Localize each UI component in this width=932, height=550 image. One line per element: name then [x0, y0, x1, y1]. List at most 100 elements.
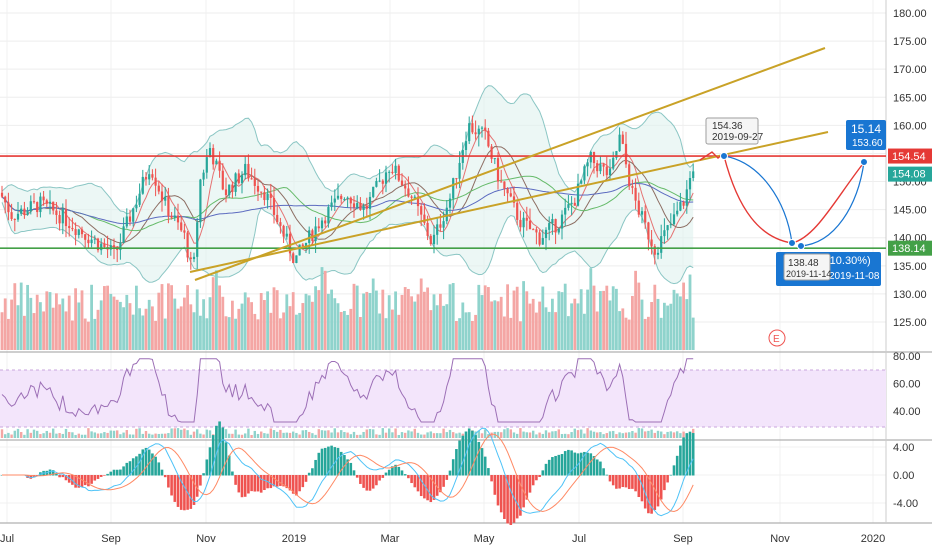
volume-bar: [231, 301, 234, 350]
volume-bar: [605, 286, 608, 350]
rsi-volume-bar: [87, 428, 89, 438]
volume-bar: [183, 298, 186, 350]
candle-body: [100, 244, 102, 251]
candle-body: [46, 200, 48, 203]
volume-bar: [337, 303, 340, 350]
rsi-volume-bar: [590, 430, 592, 438]
rsi-axis[interactable]: 80.00 60.00 40.00: [893, 351, 921, 418]
volume-bar: [298, 313, 301, 350]
candle-body: [78, 229, 80, 235]
candle-body: [503, 181, 505, 188]
volume-bar: [509, 318, 512, 350]
macd-histogram-bar: [94, 475, 97, 481]
candle-body: [535, 229, 537, 232]
volume-bar: [135, 286, 138, 350]
candle-body: [196, 222, 198, 257]
macd-histogram-bar: [103, 475, 106, 476]
rsi-volume-bar: [234, 430, 236, 438]
volume-bar: [385, 318, 388, 350]
volume-bar: [602, 291, 605, 350]
volume-bar: [557, 291, 560, 350]
projection-start-point[interactable]: [721, 153, 728, 160]
candle-body: [382, 181, 384, 184]
macd-histogram-bar: [385, 473, 388, 476]
macd-histogram-bar: [535, 475, 538, 480]
volume-bar: [615, 289, 618, 350]
candle-body: [20, 209, 22, 214]
rsi-volume-bar: [356, 435, 358, 438]
rsi-tick-label: 40.00: [893, 406, 921, 418]
candle-body: [452, 178, 454, 198]
projection-low-point[interactable]: [789, 240, 796, 247]
macd-histogram-bar: [487, 468, 490, 475]
macd-histogram-bar: [308, 473, 311, 476]
volume-bar: [554, 312, 557, 350]
volume-bar: [548, 312, 551, 350]
macd-histogram-bar: [654, 475, 657, 510]
candle-body: [228, 185, 230, 195]
macd-histogram-bar: [62, 475, 65, 477]
candle-body: [388, 172, 390, 173]
start-note[interactable]: 154.36 2019-09-27: [706, 118, 764, 144]
volume-bar: [81, 290, 84, 350]
volume-bar: [87, 322, 90, 350]
candle-body: [315, 226, 317, 241]
rsi-volume-bar: [442, 429, 444, 438]
volume-bar: [551, 299, 554, 350]
macd-histogram-bar: [206, 459, 209, 475]
volume-bar: [618, 311, 621, 350]
rsi-volume-bar: [407, 430, 409, 438]
time-axis[interactable]: Jul Sep Nov 2019 Mar May Jul Sep Nov 2020: [0, 533, 885, 545]
candle-body: [455, 178, 457, 179]
volume-bar: [593, 286, 596, 350]
macd-axis[interactable]: 4.00 0.00 -4.00: [893, 442, 918, 510]
candle-body: [132, 208, 134, 221]
candle-body: [580, 180, 582, 183]
rsi-volume-bar: [241, 435, 243, 438]
rise-tag[interactable]: 15.14 153.60: [846, 120, 886, 150]
rsi-volume-bar: [39, 434, 41, 438]
rsi-volume-bar: [660, 432, 662, 438]
volume-bar: [263, 300, 266, 350]
volume-bar: [513, 291, 516, 350]
projection-low-point-2[interactable]: [798, 243, 805, 250]
candle-body: [551, 219, 553, 223]
projection-down-blue[interactable]: [724, 156, 792, 243]
earnings-marker[interactable]: E: [769, 330, 785, 346]
rsi-volume-bar: [90, 431, 92, 438]
rsi-volume-bar: [170, 428, 172, 438]
rsi-volume-bar: [132, 435, 134, 438]
rsi-volume-bar: [65, 429, 67, 438]
projection-end-point[interactable]: [861, 159, 868, 166]
low-note[interactable]: 138.48 2019-11-14: [784, 254, 831, 280]
rsi-volume-bar: [327, 430, 329, 438]
candle-body: [257, 186, 259, 192]
rsi-volume-bar: [129, 434, 131, 438]
rsi-volume-bar: [618, 432, 620, 438]
rsi-volume-bar: [516, 434, 518, 438]
volume-bar: [637, 283, 640, 350]
candle-body: [651, 239, 653, 246]
volume-bar: [1, 312, 4, 350]
candle-body: [347, 198, 349, 199]
macd-histogram-bar: [497, 475, 500, 505]
rsi-volume-bar: [135, 429, 137, 438]
volume-bar: [356, 286, 359, 350]
candle-body: [350, 198, 352, 204]
macd-histogram-bar: [596, 459, 599, 475]
candle-body: [142, 177, 144, 194]
projection-down-red[interactable]: [724, 156, 792, 243]
volume-bar: [161, 284, 164, 350]
rsi-volume-bar: [62, 434, 64, 438]
rsi-volume-bar: [228, 434, 230, 438]
price-tick-label: 125.00: [893, 317, 927, 329]
rsi-volume-bar: [526, 432, 528, 438]
rsi-volume-bar: [10, 435, 12, 438]
rsi-volume-bar: [321, 430, 323, 438]
macd-histogram-bar: [369, 475, 372, 491]
candle-body: [414, 197, 416, 198]
volume-bar: [253, 314, 256, 350]
volume-bar: [567, 316, 570, 350]
candle-body: [523, 218, 525, 228]
